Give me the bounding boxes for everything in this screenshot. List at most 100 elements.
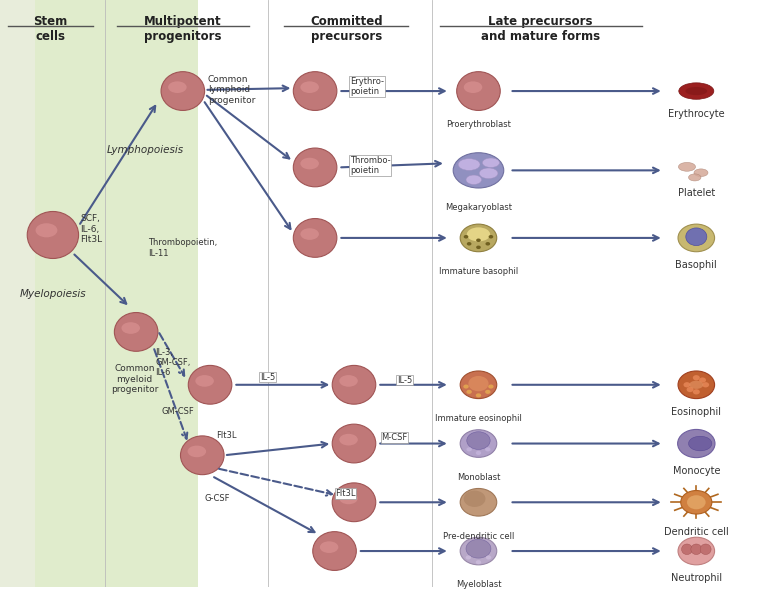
Ellipse shape (467, 228, 490, 242)
Text: SCF,
IL-6,
Flt3L: SCF, IL-6, Flt3L (80, 214, 102, 244)
Text: GM-CSF: GM-CSF (161, 407, 194, 415)
Ellipse shape (466, 390, 471, 394)
Ellipse shape (339, 492, 358, 504)
Ellipse shape (476, 239, 481, 242)
Ellipse shape (293, 219, 337, 257)
Ellipse shape (300, 228, 319, 240)
FancyBboxPatch shape (35, 0, 665, 591)
Ellipse shape (693, 389, 700, 394)
Ellipse shape (460, 430, 496, 457)
Ellipse shape (694, 169, 708, 177)
Text: Monocyte: Monocyte (672, 466, 720, 476)
Text: Eosinophil: Eosinophil (671, 407, 721, 417)
Ellipse shape (678, 163, 696, 171)
Ellipse shape (689, 436, 712, 451)
Text: G-CSF: G-CSF (205, 493, 230, 503)
Ellipse shape (678, 371, 714, 398)
Ellipse shape (320, 541, 338, 553)
Ellipse shape (465, 556, 471, 560)
Text: Pre-dendritic cell: Pre-dendritic cell (443, 532, 514, 541)
Ellipse shape (687, 495, 706, 509)
Text: Proerythroblast: Proerythroblast (446, 121, 511, 129)
Ellipse shape (339, 434, 358, 446)
Ellipse shape (700, 544, 711, 554)
Ellipse shape (313, 532, 356, 570)
Ellipse shape (466, 447, 471, 452)
Text: Flt3L: Flt3L (216, 431, 237, 440)
Ellipse shape (293, 72, 337, 111)
Text: Megakaryoblast: Megakaryoblast (445, 203, 512, 212)
Ellipse shape (463, 385, 468, 389)
Text: Immature eosinophil: Immature eosinophil (435, 414, 522, 423)
Ellipse shape (475, 451, 481, 455)
Ellipse shape (332, 365, 376, 404)
Ellipse shape (464, 82, 482, 93)
Ellipse shape (332, 424, 376, 463)
FancyBboxPatch shape (0, 0, 338, 591)
Ellipse shape (121, 322, 140, 334)
Ellipse shape (485, 242, 490, 245)
Text: IL-5: IL-5 (260, 373, 275, 382)
Text: Neutrophil: Neutrophil (671, 573, 722, 583)
Ellipse shape (457, 72, 500, 111)
Ellipse shape (339, 375, 358, 387)
Ellipse shape (466, 175, 482, 184)
Text: Stem
cells: Stem cells (33, 15, 68, 43)
Ellipse shape (464, 235, 468, 239)
Text: Dendritic cell: Dendritic cell (664, 527, 729, 537)
Text: Monoblast: Monoblast (457, 473, 500, 482)
Ellipse shape (485, 390, 490, 394)
Text: Committed
precursors: Committed precursors (310, 15, 383, 43)
Ellipse shape (482, 158, 499, 167)
Text: Myeloblast: Myeloblast (456, 580, 501, 589)
Ellipse shape (36, 223, 58, 238)
Text: IL-5: IL-5 (397, 376, 412, 385)
Text: Platelet: Platelet (678, 188, 715, 198)
Ellipse shape (453, 152, 504, 188)
Ellipse shape (685, 87, 707, 95)
FancyBboxPatch shape (0, 0, 502, 591)
Ellipse shape (489, 385, 494, 389)
Ellipse shape (460, 489, 496, 516)
Ellipse shape (114, 313, 158, 351)
Ellipse shape (475, 393, 481, 397)
Ellipse shape (466, 540, 491, 558)
Text: M-CSF: M-CSF (381, 433, 408, 442)
Ellipse shape (489, 235, 493, 239)
Text: Common
lymphoid
progenitor: Common lymphoid progenitor (208, 75, 255, 105)
Ellipse shape (195, 375, 214, 387)
Text: Erythro-
poietin: Erythro- poietin (350, 77, 384, 96)
Text: Late precursors
and mature forms: Late precursors and mature forms (481, 15, 601, 43)
Ellipse shape (485, 556, 492, 560)
Ellipse shape (168, 82, 187, 93)
Ellipse shape (479, 168, 498, 178)
Ellipse shape (468, 376, 489, 391)
Ellipse shape (686, 228, 707, 245)
Text: Common
myeloid
progenitor: Common myeloid progenitor (111, 364, 158, 394)
Ellipse shape (27, 212, 79, 258)
Ellipse shape (678, 430, 715, 457)
Ellipse shape (180, 436, 224, 475)
Ellipse shape (161, 72, 205, 111)
Ellipse shape (689, 381, 703, 389)
Text: Flt3L: Flt3L (335, 489, 356, 498)
Ellipse shape (683, 382, 691, 388)
Text: Lymphopoiesis: Lymphopoiesis (107, 145, 184, 155)
FancyBboxPatch shape (198, 0, 778, 591)
Text: Thrombopoietin,
IL-11: Thrombopoietin, IL-11 (148, 238, 217, 258)
Ellipse shape (458, 158, 480, 170)
Text: Basophil: Basophil (675, 260, 717, 270)
Ellipse shape (682, 544, 692, 554)
Ellipse shape (699, 378, 706, 383)
Ellipse shape (293, 148, 337, 187)
Ellipse shape (300, 82, 319, 93)
Ellipse shape (467, 242, 471, 245)
Ellipse shape (681, 491, 712, 514)
Ellipse shape (678, 83, 714, 99)
Ellipse shape (693, 375, 700, 381)
Ellipse shape (467, 432, 490, 449)
Ellipse shape (332, 483, 376, 522)
Ellipse shape (464, 491, 485, 507)
Ellipse shape (678, 537, 714, 565)
Ellipse shape (187, 446, 206, 457)
